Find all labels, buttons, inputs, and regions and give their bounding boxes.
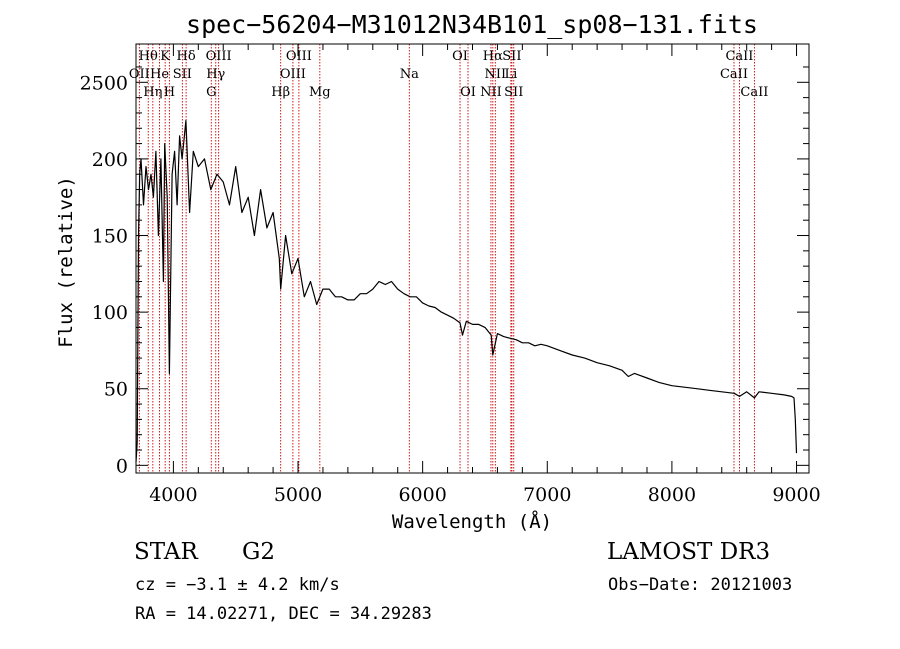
line-label: He — [150, 67, 169, 82]
line-label: Hη — [143, 85, 162, 100]
line-label: OII — [129, 67, 150, 82]
x-tick-label: 6000 — [398, 484, 446, 506]
line-label: Na — [400, 67, 419, 82]
line-label: NII — [480, 85, 502, 100]
line-label: Mg — [309, 85, 331, 100]
line-label: Hγ — [206, 67, 225, 82]
line-label: Hβ — [271, 85, 290, 100]
y-axis-label: Flux (relative) — [55, 176, 77, 348]
spectrum-line — [135, 120, 798, 463]
observation-date: Obs−Date: 20121003 — [608, 575, 793, 595]
line-label: Hδ — [177, 49, 196, 64]
survey-name: LAMOST DR3 — [607, 539, 771, 565]
line-markers — [138, 44, 755, 473]
y-tick-label: 100 — [92, 302, 128, 324]
line-label: K — [160, 49, 170, 64]
spectral-subclass: G2 — [242, 539, 276, 565]
object-class: STAR — [134, 539, 198, 565]
y-tick-label: 2500 — [80, 72, 128, 94]
line-label: OIII — [206, 49, 232, 64]
x-tick-label: 8000 — [648, 484, 696, 506]
chart-title: spec−56204−M31012N34B101_sp08−131.fits — [186, 10, 758, 39]
plot-frame — [135, 43, 810, 474]
line-label: OI — [452, 49, 468, 64]
line-label: CaII — [740, 85, 768, 100]
line-label: SII — [173, 67, 192, 82]
y-tick-label: 150 — [92, 226, 128, 248]
x-axis-label: Wavelength (Å) — [392, 510, 552, 533]
line-label: SII — [502, 49, 521, 64]
y-tick-label: 0 — [116, 455, 128, 477]
y-tick-label: 200 — [92, 149, 128, 171]
line-label: Hα — [483, 49, 503, 64]
line-label: NII — [484, 67, 506, 82]
line-label: Hθ — [139, 49, 158, 64]
line-label: OIII — [286, 49, 312, 64]
x-tick-label: 9000 — [772, 484, 820, 506]
line-label: OI — [460, 85, 476, 100]
line-label: OIII — [280, 67, 306, 82]
coordinates: RA = 14.02271, DEC = 34.29283 — [135, 604, 432, 624]
line-label: G — [206, 85, 216, 100]
y-tick-label: 50 — [104, 379, 128, 401]
redshift-cz: cz = −3.1 ± 4.2 km/s — [135, 575, 340, 595]
line-label: CaII — [725, 49, 753, 64]
x-tick-label: 4000 — [149, 484, 197, 506]
line-label: Li — [504, 67, 517, 82]
x-tick-label: 5000 — [274, 484, 322, 506]
line-label: SII — [504, 85, 523, 100]
line-label: CaII — [720, 67, 748, 82]
spectrum-chart: spec−56204−M31012N34B101_sp08−131.fits H… — [55, 10, 821, 533]
line-label: H — [164, 85, 175, 100]
axis-ticks: 4000 5000 6000 7000 8000 9000 0 50 100 150 200 2500 — [80, 44, 821, 506]
x-tick-label: 7000 — [523, 484, 571, 506]
